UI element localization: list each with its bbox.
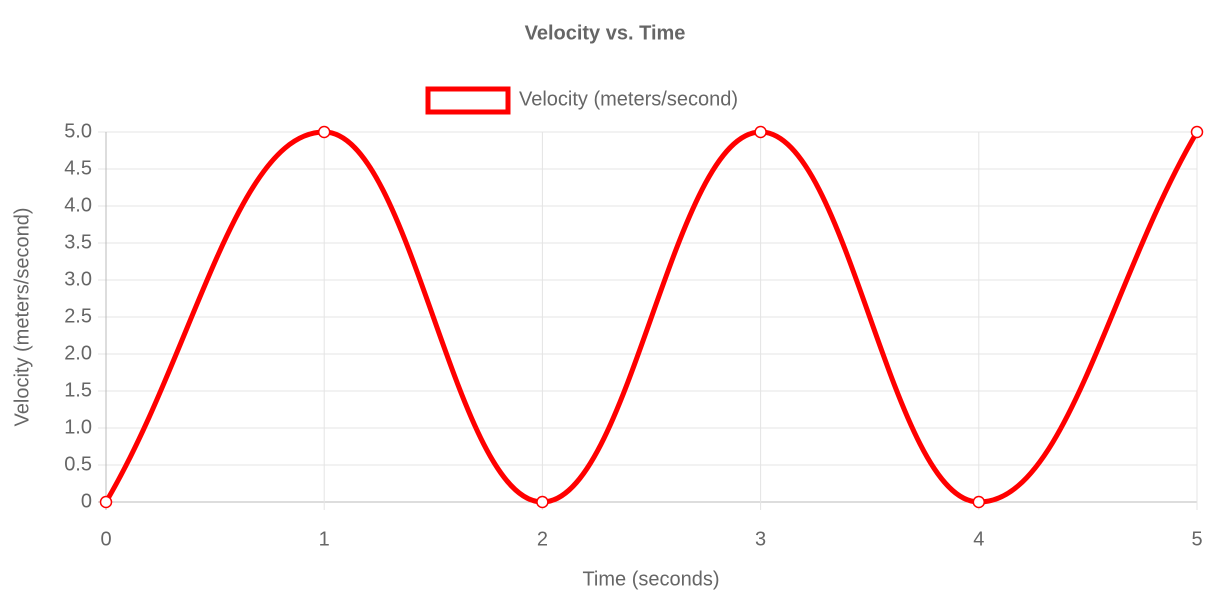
chart-title: Velocity vs. Time xyxy=(525,22,686,44)
x-tick-label: 1 xyxy=(319,528,330,550)
point xyxy=(317,125,331,139)
point xyxy=(536,495,549,509)
x-tick-label: 0 xyxy=(100,528,111,550)
y-tick-label: 1.5 xyxy=(64,379,92,401)
x-tick-label: 3 xyxy=(755,528,766,550)
y-tick-label: 4.5 xyxy=(64,157,92,179)
y-tick-label: 5.0 xyxy=(64,120,92,142)
point xyxy=(972,495,986,509)
y-tick-label: 2.5 xyxy=(64,305,92,327)
x-tick-label: 4 xyxy=(973,528,984,550)
point xyxy=(99,495,113,509)
y-axis-title: Velocity (meters/second) xyxy=(11,208,33,427)
y-tick-label: 0.5 xyxy=(64,453,92,475)
y-tick-label: 4.0 xyxy=(64,194,92,216)
y-tick-label: 3.0 xyxy=(64,268,92,290)
y-tick-label: 3.5 xyxy=(64,231,92,253)
y-tick-label: 1.0 xyxy=(64,416,92,438)
point xyxy=(754,125,767,139)
line xyxy=(103,129,1200,505)
y-tick-label: 2.0 xyxy=(64,342,92,364)
x-tick-label: 2 xyxy=(537,528,548,550)
point xyxy=(1190,125,1204,139)
legend-swatch xyxy=(425,86,511,115)
legend-label: Velocity (meters/second) xyxy=(519,88,738,110)
x-tick-label: 5 xyxy=(1191,528,1202,550)
y-tick-label: 0 xyxy=(81,490,92,512)
x-axis-title: Time (seconds) xyxy=(582,568,719,590)
